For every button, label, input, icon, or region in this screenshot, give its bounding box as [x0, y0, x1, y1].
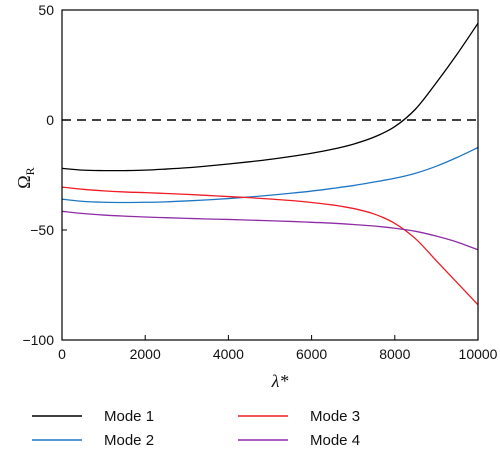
x-tick-label: 4000	[213, 346, 244, 362]
x-tick-label: 10000	[459, 346, 498, 362]
y-tick-label: −100	[22, 332, 54, 348]
x-tick-label: 2000	[130, 346, 161, 362]
plot-area	[61, 22, 479, 306]
legend-label-mode-1: Mode 1	[104, 408, 154, 425]
x-tick-label: 8000	[379, 346, 410, 362]
x-tick-label: 0	[58, 346, 66, 362]
plot-frame	[61, 9, 479, 341]
y-tick-label: −50	[30, 222, 54, 238]
x-axis-title: λ*	[271, 371, 289, 391]
y-tick-label: 0	[46, 112, 54, 128]
legend-label-mode-2: Mode 2	[104, 432, 154, 449]
y-axis-title: ΩR	[14, 167, 37, 188]
series-line-mode-3	[61, 186, 479, 306]
series-line-mode-1	[61, 22, 479, 172]
series-line-mode-4	[61, 210, 479, 251]
legend-label-mode-4: Mode 4	[310, 432, 360, 449]
axes: 0 2000 4000 6000 8000 10000 50 0 −50 −100	[22, 2, 497, 362]
series-line-mode-2	[61, 146, 479, 204]
legend: Mode 1 Mode 2 Mode 3 Mode 4	[32, 408, 360, 449]
legend-label-mode-3: Mode 3	[310, 408, 360, 425]
x-tick-label: 6000	[296, 346, 327, 362]
y-tick-label: 50	[38, 2, 54, 18]
